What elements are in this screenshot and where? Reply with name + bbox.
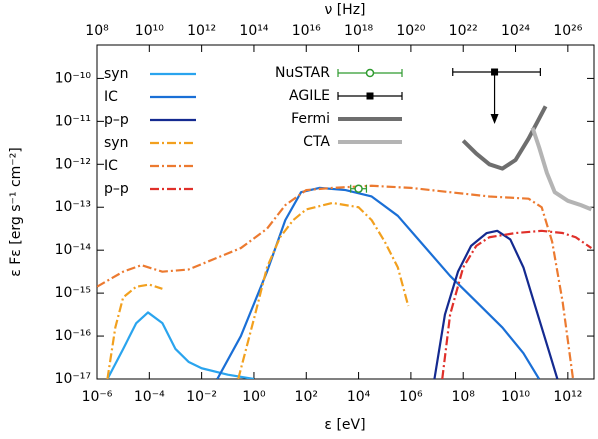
- x-tick-label: 10¹⁰: [501, 389, 530, 405]
- marker: [365, 68, 375, 78]
- marker: [491, 68, 499, 76]
- x2-tick-label: 10¹⁴: [239, 23, 268, 39]
- x2-tick-label: 10¹⁸: [344, 23, 373, 39]
- series-line: [97, 184, 575, 379]
- legend-label: CTA: [303, 134, 330, 150]
- series-line: [433, 229, 559, 379]
- y-tick-label: 10⁻¹⁷: [55, 371, 91, 387]
- y-tick-label: 10⁻¹⁴: [55, 242, 92, 258]
- legend-label: AGILE: [289, 88, 330, 104]
- x2-axis-label: ν [Hz]: [324, 2, 365, 18]
- x-tick-label: 10¹²: [553, 389, 582, 405]
- x2-tick-label: 10¹²: [187, 23, 216, 39]
- series-line: [106, 311, 255, 379]
- x2-tick-label: 10¹⁶: [292, 23, 321, 39]
- series-line: [441, 229, 593, 379]
- marker: [366, 92, 374, 100]
- legend-label: NuSTAR: [275, 65, 330, 81]
- y-tick-label: 10⁻¹³: [55, 199, 91, 215]
- x2-tick-label: 10¹⁰: [135, 23, 164, 39]
- legend-label: p–p: [104, 112, 129, 128]
- x2-tick-label: 10²⁴: [501, 23, 530, 39]
- series-line: [106, 201, 410, 379]
- legend-label: syn: [104, 135, 128, 151]
- legend-label: Fermi: [291, 111, 330, 127]
- y-tick-label: 10⁻¹⁰: [55, 70, 92, 86]
- x-tick-label: 10⁸: [451, 389, 475, 405]
- legend-label: IC: [104, 158, 118, 174]
- x-tick-label: 10⁴: [347, 389, 371, 405]
- x2-tick-label: 10⁸: [85, 23, 109, 39]
- y-tick-label: 10⁻¹⁵: [55, 285, 91, 301]
- series-line: [461, 105, 548, 171]
- y-tick-label: 10⁻¹⁶: [55, 328, 92, 344]
- plot-area: [97, 68, 593, 379]
- x-tick-label: 10⁻⁴: [134, 389, 165, 405]
- y-axis-label: ε Fε [erg s⁻¹ cm⁻²]: [8, 147, 24, 277]
- legend-label: p–p: [104, 181, 129, 197]
- x-tick-label: 10⁰: [242, 389, 266, 405]
- x-tick-label: 10⁻⁶: [82, 389, 113, 405]
- y-tick-label: 10⁻¹²: [55, 156, 91, 172]
- legend-label: syn: [104, 66, 128, 82]
- series-line: [530, 127, 593, 212]
- upper-limit-head: [490, 114, 499, 125]
- series-line: [216, 186, 540, 379]
- x2-tick-label: 10²²: [449, 23, 478, 39]
- legend-label: IC: [104, 89, 118, 105]
- x2-tick-label: 10²⁶: [553, 23, 582, 39]
- marker: [354, 184, 363, 193]
- x2-tick-label: 10²⁰: [396, 23, 425, 39]
- x-tick-label: 10⁻²: [186, 389, 217, 405]
- x-axis-label: ε [eV]: [324, 417, 365, 433]
- y-tick-label: 10⁻¹¹: [55, 113, 91, 129]
- x-tick-label: 10²: [295, 389, 318, 405]
- plot-frame: [96, 44, 595, 380]
- x-tick-label: 10⁶: [399, 389, 423, 405]
